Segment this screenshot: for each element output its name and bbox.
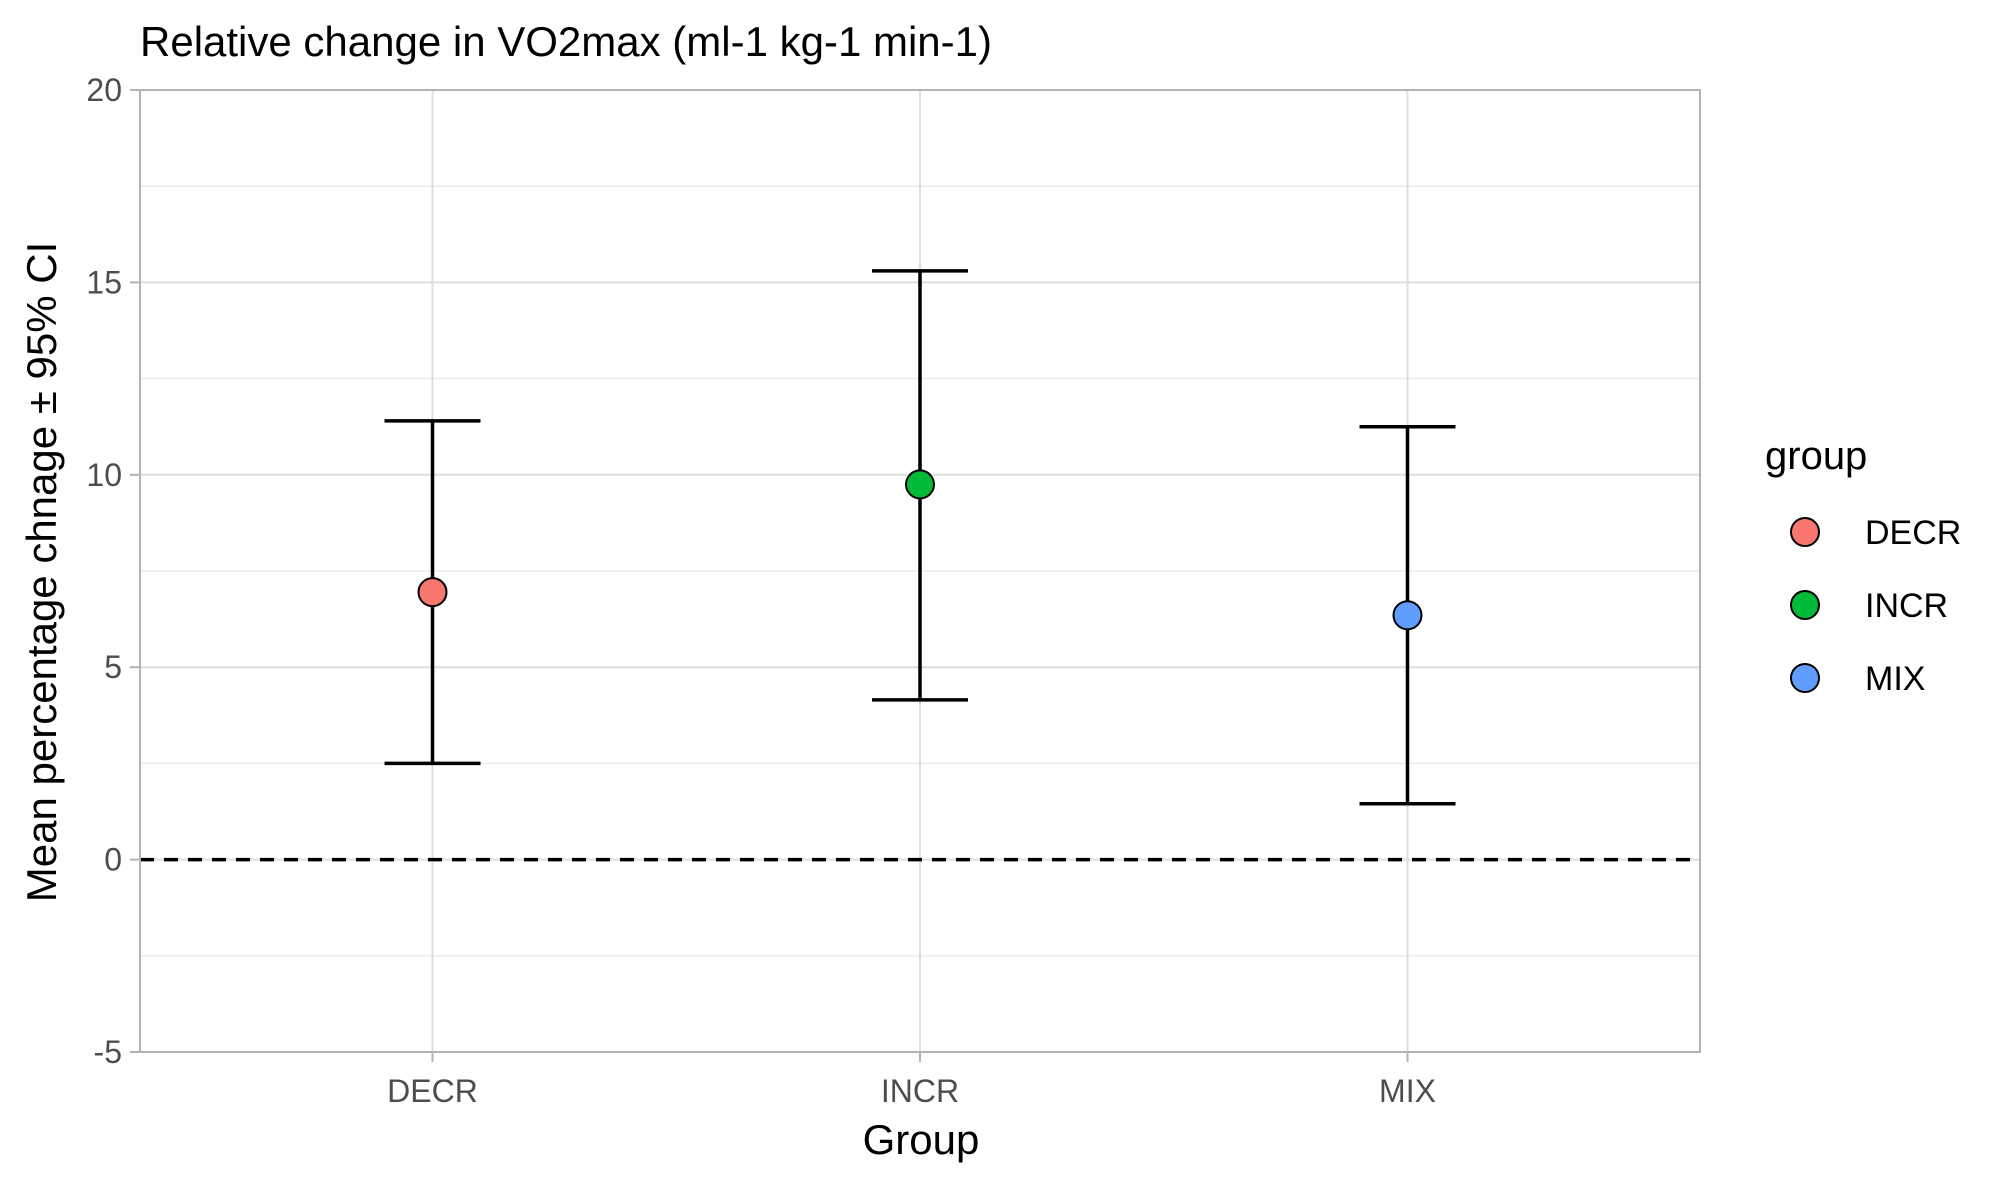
legend-items: DECR INCR MIX	[1790, 514, 1961, 698]
legend-key	[1790, 663, 1820, 693]
y-axis-ticks: -5 0 5 10 15 20	[86, 72, 140, 1070]
x-axis-ticks: DECR INCR MIX	[387, 1052, 1436, 1109]
x-tick-label: INCR	[881, 1073, 959, 1109]
x-axis-title: Group	[863, 1116, 980, 1163]
legend-label: INCR	[1865, 587, 1948, 625]
y-axis-title: Mean percentage chnage ± 95% CI	[18, 242, 65, 902]
legend-label: MIX	[1865, 660, 1925, 698]
y-tick-label: 15	[86, 264, 122, 300]
legend-key	[1790, 517, 1820, 547]
y-tick-label: 0	[104, 842, 122, 878]
legend-title: group	[1765, 434, 1867, 478]
y-tick-label: 5	[104, 649, 122, 685]
legend-label: DECR	[1865, 514, 1961, 552]
data-points	[417, 469, 1423, 631]
data-point	[905, 469, 935, 500]
chart-title: Relative change in VO2max (ml-1 kg-1 min…	[140, 18, 992, 65]
x-tick-label: DECR	[387, 1073, 478, 1109]
y-tick-label: 10	[86, 457, 122, 493]
legend: group DECR INCR MIX	[1765, 434, 1961, 698]
x-tick-label: MIX	[1379, 1073, 1436, 1109]
data-point	[1392, 600, 1423, 631]
data-point	[417, 577, 448, 608]
legend-key	[1790, 590, 1820, 620]
y-tick-label: -5	[94, 1034, 122, 1070]
y-tick-label: 20	[86, 72, 122, 108]
